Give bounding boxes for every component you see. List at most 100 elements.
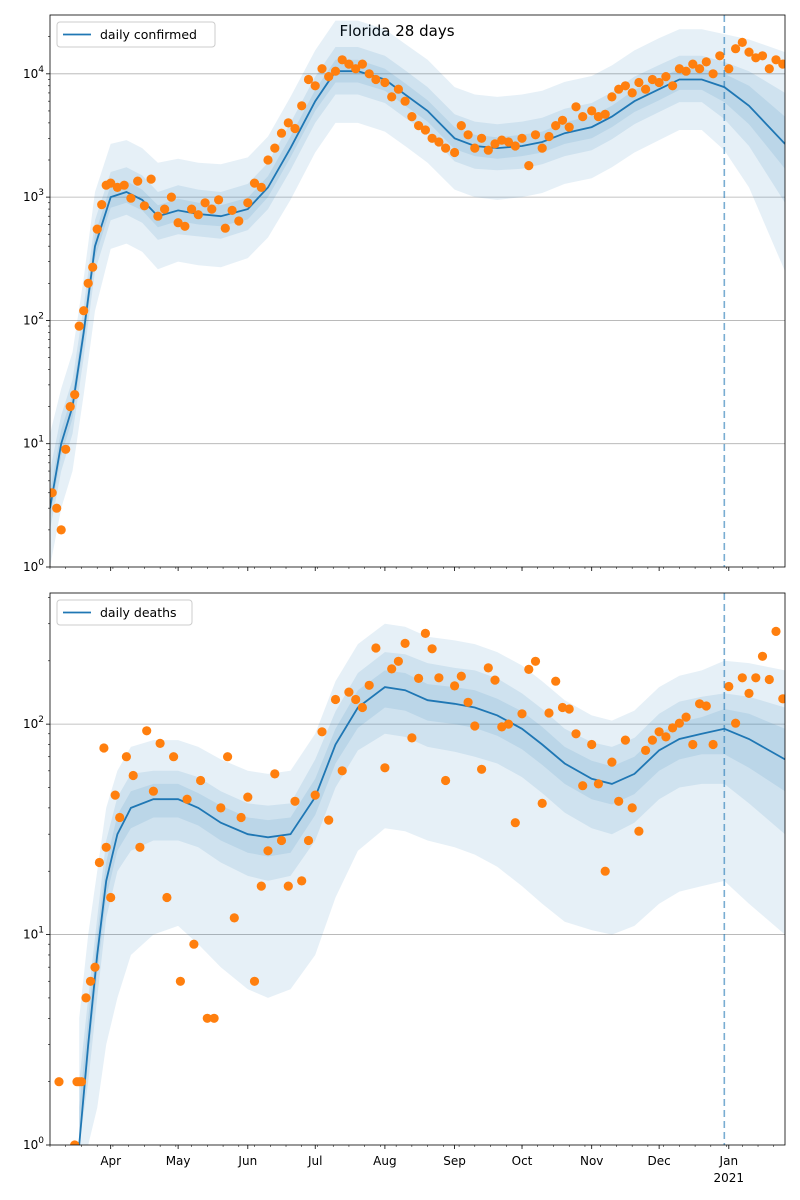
data-point bbox=[351, 694, 361, 705]
data-point bbox=[393, 84, 403, 94]
data-point bbox=[135, 842, 145, 852]
y-tick-exponent: 0 bbox=[38, 558, 44, 568]
data-point bbox=[463, 130, 473, 140]
data-point bbox=[139, 201, 149, 211]
data-point bbox=[607, 92, 617, 102]
data-point bbox=[708, 69, 718, 79]
data-point bbox=[142, 726, 152, 736]
data-point bbox=[688, 59, 698, 69]
data-point bbox=[537, 143, 547, 153]
data-point bbox=[737, 673, 747, 683]
data-point bbox=[503, 719, 514, 729]
data-point bbox=[243, 792, 253, 802]
data-point bbox=[681, 712, 691, 722]
data-point bbox=[668, 723, 678, 733]
data-point bbox=[216, 803, 226, 813]
data-point bbox=[393, 656, 403, 666]
data-point bbox=[387, 92, 397, 102]
data-point bbox=[276, 128, 287, 138]
data-point bbox=[317, 64, 327, 74]
data-point bbox=[620, 81, 631, 91]
data-point bbox=[634, 826, 644, 836]
data-point bbox=[146, 174, 156, 184]
data-point bbox=[189, 939, 199, 949]
data-point bbox=[757, 51, 768, 61]
data-point bbox=[303, 835, 314, 846]
band-outer bbox=[79, 623, 785, 1145]
data-point bbox=[175, 976, 185, 986]
legend-box bbox=[56, 599, 193, 626]
data-point bbox=[380, 77, 390, 88]
band-outer bbox=[50, 20, 785, 567]
x-tick-label-nov: Nov bbox=[580, 1154, 603, 1168]
data-point bbox=[128, 770, 138, 781]
data-point bbox=[450, 681, 460, 691]
data-point bbox=[193, 210, 203, 220]
data-point bbox=[470, 721, 480, 731]
data-point bbox=[510, 818, 520, 828]
data-point bbox=[764, 674, 774, 685]
data-point bbox=[688, 739, 698, 750]
data-point bbox=[330, 66, 341, 76]
data-point bbox=[166, 192, 176, 202]
data-point bbox=[121, 752, 131, 762]
data-point bbox=[607, 757, 617, 767]
data-point bbox=[70, 390, 80, 400]
data-point bbox=[477, 764, 487, 774]
data-point bbox=[50, 488, 57, 498]
x-tick-label-oct: Oct bbox=[512, 1154, 533, 1168]
x-tick-label-aug: Aug bbox=[373, 1154, 396, 1168]
data-point bbox=[357, 702, 367, 713]
data-point bbox=[483, 145, 493, 155]
data-point bbox=[524, 161, 534, 171]
data-point bbox=[578, 112, 588, 122]
data-point bbox=[290, 123, 300, 134]
data-point bbox=[387, 664, 397, 674]
data-point bbox=[490, 675, 500, 685]
data-point bbox=[83, 278, 93, 288]
y-tick-exponent: 1 bbox=[38, 435, 44, 445]
data-point bbox=[249, 976, 260, 986]
data-point bbox=[364, 69, 374, 79]
data-point bbox=[427, 644, 437, 654]
data-point bbox=[74, 321, 84, 331]
data-point bbox=[731, 718, 741, 728]
x-tick-label-jan: Jan bbox=[719, 1154, 739, 1168]
data-point bbox=[106, 178, 116, 188]
data-point bbox=[202, 1013, 212, 1023]
data-point bbox=[634, 77, 644, 88]
data-point bbox=[153, 211, 163, 221]
data-point bbox=[97, 200, 107, 210]
data-point bbox=[155, 738, 165, 749]
data-point bbox=[234, 216, 244, 226]
data-point bbox=[324, 815, 334, 825]
figure-title: Florida 28 days bbox=[339, 22, 454, 40]
data-point bbox=[209, 1013, 219, 1023]
data-point bbox=[414, 673, 424, 684]
y-tick-exponent: 3 bbox=[38, 188, 44, 198]
data-point bbox=[88, 262, 98, 272]
data-point bbox=[207, 204, 217, 214]
data-point bbox=[297, 876, 307, 886]
data-point bbox=[641, 745, 651, 756]
data-point bbox=[490, 139, 500, 149]
data-point bbox=[544, 708, 554, 718]
data-point bbox=[173, 218, 183, 228]
data-point bbox=[187, 204, 197, 214]
data-point bbox=[61, 444, 71, 454]
band-middle bbox=[79, 652, 785, 1145]
data-point bbox=[641, 84, 651, 94]
data-point bbox=[483, 663, 493, 673]
plot-area bbox=[50, 15, 785, 567]
data-point bbox=[54, 1077, 64, 1087]
data-point bbox=[450, 147, 460, 158]
data-point bbox=[371, 74, 381, 85]
data-point bbox=[600, 866, 610, 876]
data-point bbox=[434, 673, 444, 683]
data-point bbox=[715, 51, 725, 61]
data-point bbox=[344, 59, 354, 69]
data-point bbox=[420, 628, 430, 639]
data-point bbox=[324, 72, 334, 82]
band-inner bbox=[79, 670, 785, 1145]
